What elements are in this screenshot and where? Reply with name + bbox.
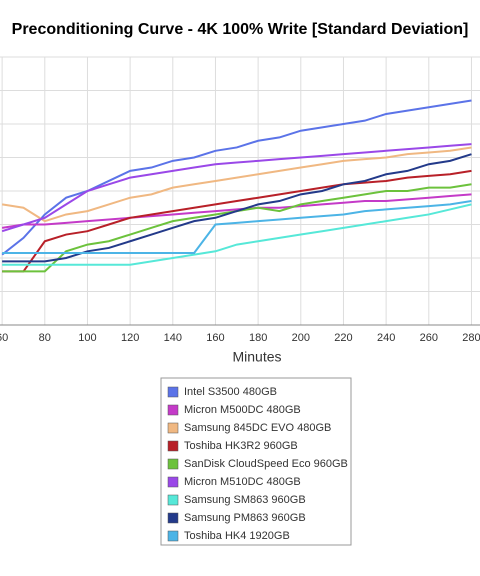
x-tick-label: 240 [377, 332, 395, 344]
legend-label: Samsung 845DC EVO 480GB [184, 422, 331, 434]
series-line [2, 200, 472, 254]
legend-swatch [167, 458, 179, 470]
legend-swatch [167, 386, 179, 398]
x-tick-label: 220 [334, 332, 352, 344]
legend-swatch [167, 530, 179, 542]
chart-title: Preconditioning Curve - 4K 100% Write [S… [12, 21, 469, 38]
x-tick-label: 80 [39, 332, 51, 344]
x-tick-label: 120 [121, 332, 139, 344]
x-tick-label: 60 [0, 332, 8, 344]
legend-label: SanDisk CloudSpeed Eco 960GB [184, 458, 348, 470]
x-tick-label: 280 [462, 332, 480, 344]
x-tick-label: 200 [292, 332, 310, 344]
series-line [2, 203, 472, 266]
x-tick-label: 140 [164, 332, 182, 344]
x-tick-label: 160 [206, 332, 224, 344]
legend-box [160, 377, 352, 546]
legend-label: Micron M500DC 480GB [184, 404, 301, 416]
series-line [1, 146, 472, 223]
series-line [1, 143, 472, 233]
legend-label: Intel S3500 480GB [184, 386, 277, 398]
series-line [2, 169, 472, 273]
legend-swatch [167, 476, 179, 488]
legend-label: Toshiba HK3R2 960GB [184, 440, 298, 452]
legend-swatch [167, 512, 179, 524]
legend-swatch [167, 440, 179, 452]
legend-label: Toshiba HK4 1920GB [184, 530, 290, 542]
legend-swatch [167, 422, 179, 434]
x-tick-label: 260 [420, 332, 438, 344]
x-axis-label: Minutes [232, 349, 281, 365]
legend-label: Micron M510DC 480GB [184, 476, 301, 488]
series-line [1, 99, 472, 256]
legend-swatch [167, 494, 179, 506]
legend-label: Samsung SM863 960GB [184, 494, 306, 506]
x-tick-label: 100 [78, 332, 96, 344]
legend-label: Samsung PM863 960GB [184, 512, 306, 524]
legend-swatch [167, 404, 179, 416]
series-line [1, 193, 472, 229]
x-tick-label: 180 [249, 332, 267, 344]
